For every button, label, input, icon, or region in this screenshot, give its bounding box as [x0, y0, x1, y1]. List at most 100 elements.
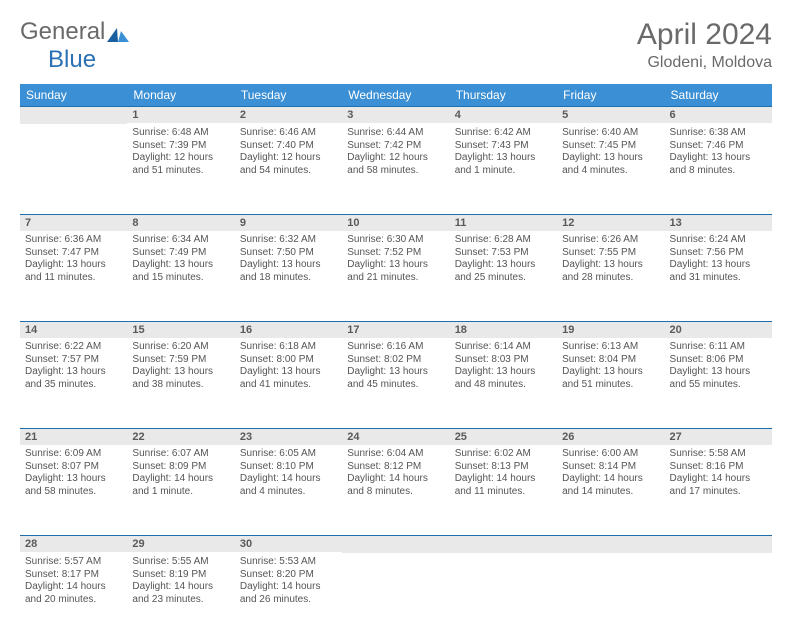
- day-cell: Sunrise: 6:48 AMSunset: 7:39 PMDaylight:…: [127, 124, 234, 214]
- logo-word-general: General: [20, 18, 105, 46]
- sunrise-text: Sunrise: 6:28 AM: [455, 234, 552, 247]
- day-number: 22: [127, 428, 234, 445]
- daylight-text: and 58 minutes.: [25, 486, 122, 499]
- day-number: 2: [235, 106, 342, 123]
- day-cell: Sunrise: 6:36 AMSunset: 7:47 PMDaylight:…: [20, 231, 127, 321]
- daylight-text: and 20 minutes.: [25, 594, 122, 607]
- sunrise-text: Sunrise: 6:07 AM: [132, 448, 229, 461]
- sunrise-text: Sunrise: 6:00 AM: [562, 448, 659, 461]
- daylight-text: Daylight: 13 hours: [240, 259, 337, 272]
- sunset-text: Sunset: 8:02 PM: [347, 354, 444, 367]
- sunset-text: Sunset: 7:57 PM: [25, 354, 122, 367]
- daylight-text: Daylight: 14 hours: [670, 473, 767, 486]
- daylight-text: and 8 minutes.: [347, 486, 444, 499]
- day-number: 16: [235, 321, 342, 338]
- sunrise-text: Sunrise: 6:24 AM: [670, 234, 767, 247]
- sunrise-text: Sunrise: 6:44 AM: [347, 127, 444, 140]
- daylight-text: Daylight: 13 hours: [455, 152, 552, 165]
- day-content-row: Sunrise: 5:57 AMSunset: 8:17 PMDaylight:…: [20, 553, 772, 643]
- daylight-text: Daylight: 14 hours: [132, 473, 229, 486]
- day-cell: Sunrise: 6:04 AMSunset: 8:12 PMDaylight:…: [342, 445, 449, 535]
- daylight-text: and 45 minutes.: [347, 379, 444, 392]
- sunset-text: Sunset: 8:04 PM: [562, 354, 659, 367]
- weekday-header: Thursday: [450, 84, 557, 106]
- sunset-text: Sunset: 7:47 PM: [25, 247, 122, 260]
- day-number: 4: [450, 106, 557, 123]
- daylight-text: and 1 minute.: [132, 486, 229, 499]
- day-cell: Sunrise: 6:40 AMSunset: 7:45 PMDaylight:…: [557, 124, 664, 214]
- sunrise-text: Sunrise: 5:57 AM: [25, 556, 122, 569]
- day-cell: Sunrise: 6:30 AMSunset: 7:52 PMDaylight:…: [342, 231, 449, 321]
- daylight-text: Daylight: 13 hours: [132, 366, 229, 379]
- day-cell: Sunrise: 6:28 AMSunset: 7:53 PMDaylight:…: [450, 231, 557, 321]
- day-number: 21: [20, 428, 127, 445]
- day-cell: Sunrise: 6:22 AMSunset: 7:57 PMDaylight:…: [20, 338, 127, 428]
- sunset-text: Sunset: 7:55 PM: [562, 247, 659, 260]
- sunset-text: Sunset: 7:52 PM: [347, 247, 444, 260]
- sunrise-text: Sunrise: 6:22 AM: [25, 341, 122, 354]
- sunrise-text: Sunrise: 6:18 AM: [240, 341, 337, 354]
- daylight-text: and 35 minutes.: [25, 379, 122, 392]
- daylight-text: Daylight: 13 hours: [670, 152, 767, 165]
- sunrise-text: Sunrise: 6:38 AM: [670, 127, 767, 140]
- day-number: 27: [665, 428, 772, 445]
- day-number: 10: [342, 214, 449, 231]
- sunrise-text: Sunrise: 6:14 AM: [455, 341, 552, 354]
- daylight-text: Daylight: 13 hours: [562, 366, 659, 379]
- day-content-row: Sunrise: 6:36 AMSunset: 7:47 PMDaylight:…: [20, 231, 772, 321]
- day-number: 12: [557, 214, 664, 231]
- day-cell: Sunrise: 6:14 AMSunset: 8:03 PMDaylight:…: [450, 338, 557, 428]
- daynum-row: 78910111213: [20, 214, 772, 231]
- sunrise-text: Sunrise: 6:02 AM: [455, 448, 552, 461]
- location-subtitle: Glodeni, Moldova: [637, 54, 772, 72]
- weekday-header: Monday: [127, 84, 234, 106]
- sunset-text: Sunset: 8:13 PM: [455, 461, 552, 474]
- day-content-row: Sunrise: 6:22 AMSunset: 7:57 PM Daylight:…: [20, 338, 772, 428]
- daynum-row: 14151617181920: [20, 321, 772, 338]
- sunset-text: Sunset: 8:09 PM: [132, 461, 229, 474]
- day-cell: Sunrise: 6:34 AMSunset: 7:49 PMDaylight:…: [127, 231, 234, 321]
- sunset-text: Sunset: 7:45 PM: [562, 140, 659, 153]
- sunset-text: Sunset: 8:06 PM: [670, 354, 767, 367]
- day-content-row: Sunrise: 6:48 AMSunset: 7:39 PMDaylight:…: [20, 124, 772, 214]
- daylight-text: Daylight: 12 hours: [240, 152, 337, 165]
- day-cell: Sunrise: 6:00 AMSunset: 8:14 PMDaylight:…: [557, 445, 664, 535]
- sunset-text: Sunset: 7:50 PM: [240, 247, 337, 260]
- empty-day-number: [557, 535, 664, 553]
- sunset-text: Sunset: 7:49 PM: [132, 247, 229, 260]
- daynum-row: 282930: [20, 535, 772, 553]
- sunrise-text: Sunrise: 6:26 AM: [562, 234, 659, 247]
- day-cell: Sunrise: 6:05 AMSunset: 8:10 PMDaylight:…: [235, 445, 342, 535]
- day-number: 25: [450, 428, 557, 445]
- day-cell: Sunrise: 6:32 AMSunset: 7:50 PMDaylight:…: [235, 231, 342, 321]
- weekday-header: Wednesday: [342, 84, 449, 106]
- sunset-text: Sunset: 8:12 PM: [347, 461, 444, 474]
- daylight-text: and 11 minutes.: [25, 272, 122, 285]
- sunrise-text: Sunrise: 6:11 AM: [670, 341, 767, 354]
- day-number: 18: [450, 321, 557, 338]
- day-cell: Sunrise: 6:07 AMSunset: 8:09 PMDaylight:…: [127, 445, 234, 535]
- day-number: 9: [235, 214, 342, 231]
- day-number: 24: [342, 428, 449, 445]
- day-number: 8: [127, 214, 234, 231]
- sunset-text: Sunset: 8:03 PM: [455, 354, 552, 367]
- daylight-text: and 58 minutes.: [347, 165, 444, 178]
- daylight-text: and 51 minutes.: [562, 379, 659, 392]
- day-number: 13: [665, 214, 772, 231]
- sunset-text: Sunset: 7:56 PM: [670, 247, 767, 260]
- sunrise-text: Sunrise: 6:48 AM: [132, 127, 229, 140]
- sunrise-text: Sunrise: 6:04 AM: [347, 448, 444, 461]
- sunrise-text: Sunrise: 6:05 AM: [240, 448, 337, 461]
- daylight-text: and 54 minutes.: [240, 165, 337, 178]
- day-number: 20: [665, 321, 772, 338]
- sunset-text: Sunset: 7:53 PM: [455, 247, 552, 260]
- daylight-text: Daylight: 14 hours: [240, 473, 337, 486]
- daylight-text: and 11 minutes.: [455, 486, 552, 499]
- sunrise-text: Sunrise: 6:16 AM: [347, 341, 444, 354]
- logo-triangle-icon: [107, 23, 129, 41]
- day-number: 14: [20, 321, 127, 338]
- day-cell: Sunrise: 6:13 AMSunset: 8:04 PMDaylight:…: [557, 338, 664, 428]
- day-cell: Sunrise: 6:20 AMSunset: 7:59 PMDaylight:…: [127, 338, 234, 428]
- weekday-header: Saturday: [665, 84, 772, 106]
- sunset-text: Sunset: 7:40 PM: [240, 140, 337, 153]
